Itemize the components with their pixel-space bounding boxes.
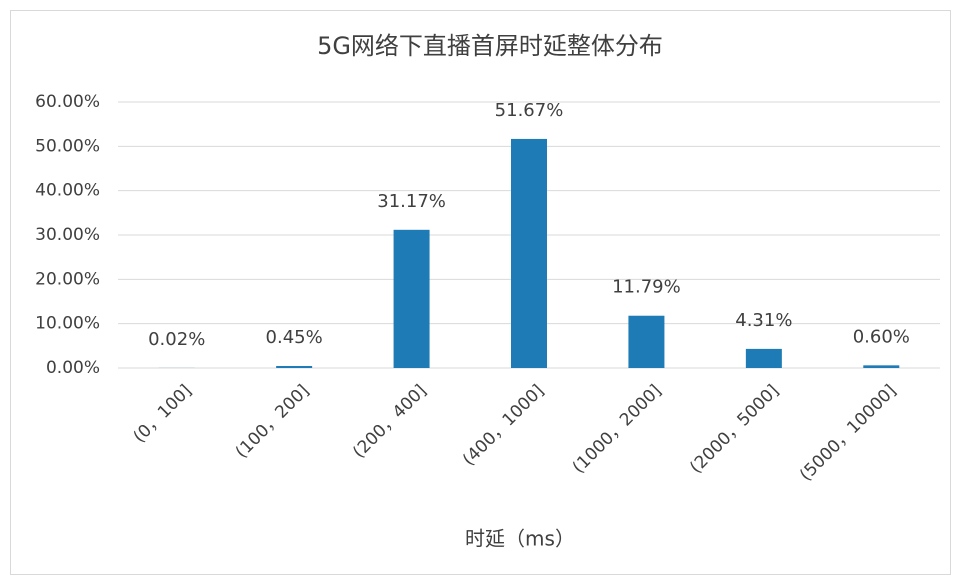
bar [276, 366, 313, 368]
y-tick-label: 50.00% [35, 136, 100, 156]
chart-border [10, 10, 951, 575]
bar [511, 138, 547, 368]
bar [628, 315, 665, 368]
y-tick-label: 10.00% [35, 314, 100, 334]
bar [863, 365, 900, 368]
bar [393, 229, 430, 368]
y-tick-label: 60.00% [35, 92, 100, 112]
data-label: 0.45% [266, 327, 323, 348]
data-label: 0.60% [853, 326, 910, 347]
x-axis-label: 时延（ms） [465, 527, 575, 551]
data-label: 0.02% [148, 329, 205, 350]
data-label: 31.17% [377, 191, 446, 212]
data-label: 11.79% [612, 277, 681, 298]
chart-title: 5G网络下直播首屏时延整体分布 [317, 32, 663, 60]
data-label: 51.67% [495, 100, 564, 121]
y-tick-label: 40.00% [35, 181, 100, 201]
data-label: 4.31% [735, 310, 792, 331]
y-tick-label: 20.00% [35, 269, 100, 289]
bar [745, 348, 782, 368]
y-tick-label: 0.00% [46, 358, 100, 378]
y-tick-label: 30.00% [35, 225, 100, 245]
